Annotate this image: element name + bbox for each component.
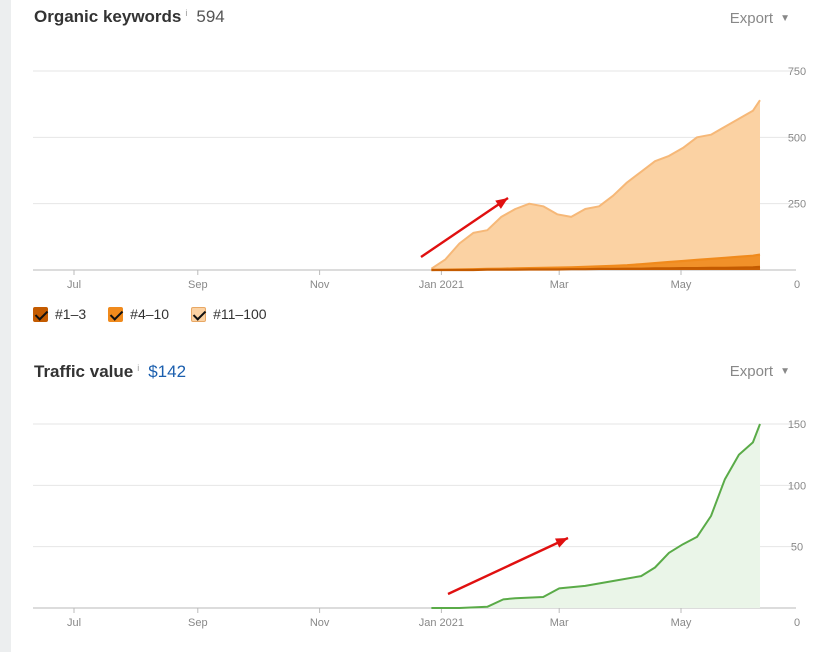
organic-keywords-count: 594 [196, 7, 225, 26]
organic-keywords-legend: #1–3 #4–10 #11–100 [33, 306, 267, 322]
traffic-value-chart[interactable]: 150 100 50 0 Jul Sep Nov Jan 2021 Mar May [11, 352, 822, 652]
x-tick-label: Jan 2021 [419, 279, 464, 291]
traffic-value-panel: Traffic value i $142 Export ▼ 150 100 50 0 J… [11, 352, 822, 652]
x-tick-label: Mar [550, 279, 569, 291]
trend-arrow-head [495, 198, 508, 209]
x-tick-label: May [671, 617, 692, 629]
x-tick-label: May [671, 279, 692, 291]
x-tick-label: Jul [67, 279, 81, 291]
series-area-11-100 [431, 100, 760, 270]
x-tick-label: Nov [310, 279, 330, 291]
left-rail [0, 0, 11, 652]
series-area-4-10 [431, 254, 760, 270]
traffic-value-title: Traffic value [34, 362, 134, 381]
info-icon[interactable]: i [137, 363, 140, 373]
checkbox-icon[interactable] [191, 306, 207, 322]
legend-item-top3[interactable]: #1–3 [33, 306, 86, 322]
caret-down-icon: ▼ [780, 13, 790, 24]
trend-arrow-head [555, 538, 568, 548]
y-tick-label: 0 [794, 617, 800, 629]
legend-item-top4-10[interactable]: #4–10 [108, 306, 169, 322]
organic-keywords-title: Organic keywords [34, 7, 182, 26]
x-tick-label: Sep [188, 617, 208, 629]
x-tick-label: Jul [67, 617, 81, 629]
series-line-traffic-value [431, 423, 761, 609]
x-tick-label: Jan 2021 [419, 617, 464, 629]
traffic-value-header: Traffic value i $142 [34, 362, 186, 382]
y-tick-label: 150 [788, 419, 806, 431]
legend-label: #1–3 [55, 306, 87, 322]
checkbox-icon[interactable] [33, 306, 48, 322]
export-button[interactable]: Export ▼ [730, 363, 790, 380]
y-tick-label: 0 [794, 279, 800, 291]
organic-keywords-chart[interactable]: 750 500 250 0 Jul Sep Nov Jan 2021 Mar May [11, 0, 822, 300]
info-icon[interactable]: i [185, 8, 188, 18]
x-tick-label: Nov [310, 617, 330, 629]
y-tick-label: 50 [791, 542, 803, 554]
series-line-1-3 [431, 265, 761, 272]
x-tick-label: Mar [550, 617, 569, 629]
y-tick-label: 250 [788, 199, 806, 211]
y-tick-label: 750 [788, 66, 806, 78]
trend-arrow-line [447, 536, 569, 596]
organic-keywords-header: Organic keywords i 594 [34, 7, 225, 27]
y-tick-label: 100 [788, 480, 806, 492]
y-tick-label: 500 [788, 132, 806, 144]
traffic-value-amount: $142 [148, 362, 187, 381]
series-area-traffic-value [431, 424, 760, 608]
caret-down-icon: ▼ [780, 366, 790, 377]
trend-arrow-line [420, 197, 509, 258]
checkbox-icon[interactable] [108, 306, 124, 322]
export-label: Export [729, 363, 774, 380]
organic-keywords-panel: Organic keywords i 594 Export ▼ 750 500 25… [11, 0, 822, 340]
export-label: Export [729, 10, 774, 27]
legend-label: #4–10 [130, 306, 170, 322]
legend-item-top11-100[interactable]: #11–100 [191, 306, 267, 322]
legend-label: #11–100 [213, 306, 267, 322]
x-tick-label: Sep [188, 279, 208, 291]
series-line-11-100 [430, 99, 761, 270]
export-button[interactable]: Export ▼ [730, 10, 790, 27]
